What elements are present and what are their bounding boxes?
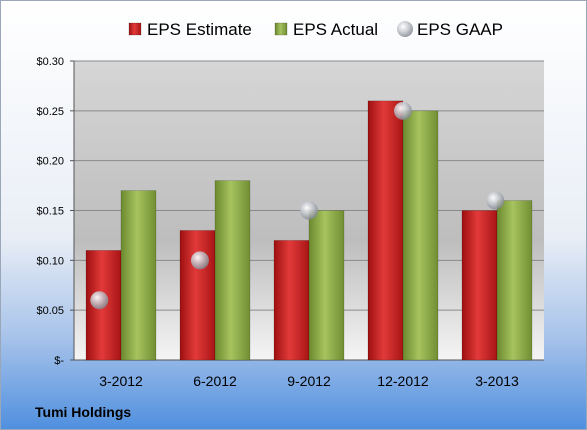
y-tick-label: $0.20 (36, 156, 64, 168)
legend-label: EPS Actual (293, 20, 378, 39)
x-axis-categories: 3-2012 6-2012 9-2012 12-2012 3-2013 (99, 373, 519, 389)
x-category-label: 12-2012 (377, 373, 429, 389)
bar-eps-estimate (179, 230, 216, 361)
legend-swatch (397, 21, 413, 37)
bar-eps-estimate (367, 100, 404, 361)
bar-eps-actual (214, 180, 251, 361)
bar-eps-actual (496, 200, 533, 361)
y-tick-label: $0.10 (36, 255, 64, 267)
y-tick-label: $0.05 (36, 305, 64, 317)
x-category-label: 6-2012 (193, 373, 237, 389)
bar-eps-actual (308, 210, 345, 361)
bar-eps-actual (120, 190, 157, 361)
x-category-label: 9-2012 (287, 373, 331, 389)
y-tick-label: $0.30 (36, 56, 64, 68)
legend-label: EPS Estimate (147, 20, 252, 39)
bar-eps-estimate (273, 240, 310, 361)
marker-eps-gaap (190, 251, 209, 270)
bar-eps-estimate (461, 210, 498, 361)
x-category-label: 3-2012 (99, 373, 143, 389)
x-category-label: 3-2013 (475, 373, 519, 389)
marker-eps-gaap (486, 191, 505, 210)
y-tick-label: $- (54, 355, 64, 367)
bars (85, 100, 533, 361)
bar-eps-actual (402, 110, 439, 361)
company-label: Tumi Holdings (35, 404, 131, 420)
legend-swatch (128, 22, 142, 36)
legend: EPS Estimate EPS Actual EPS GAAP (128, 20, 503, 39)
y-tick-label: $0.15 (36, 206, 64, 218)
y-tick-label: $0.25 (36, 106, 64, 118)
marker-eps-gaap (394, 101, 412, 120)
gaap-markers (90, 101, 505, 310)
marker-eps-gaap (300, 201, 318, 220)
legend-swatch (274, 22, 288, 36)
marker-eps-gaap (90, 291, 109, 310)
legend-label: EPS GAAP (417, 20, 503, 39)
